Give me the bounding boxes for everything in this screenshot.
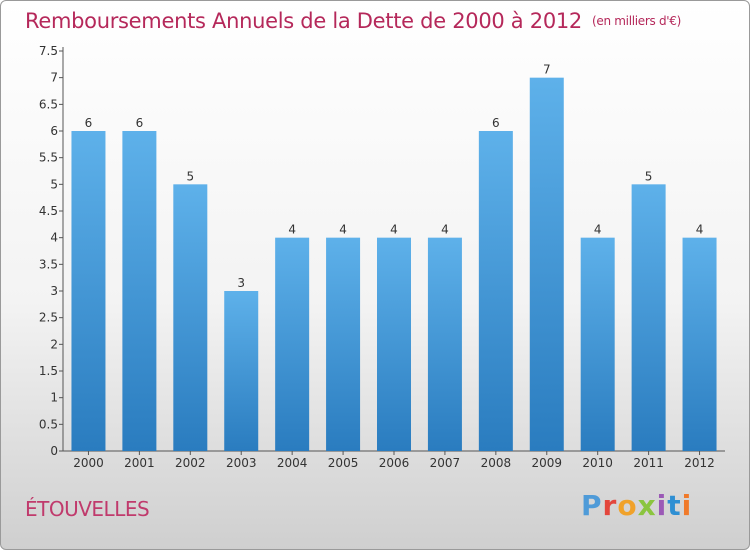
y-tick-label: 2.5 <box>39 311 58 325</box>
chart-title-text: Remboursements Annuels de la Dette de 20… <box>25 9 582 33</box>
y-tick-label: 1.5 <box>39 364 58 378</box>
y-tick-label: 1 <box>50 391 58 405</box>
y-tick-label: 4 <box>50 231 58 245</box>
commune-name: ÉTOUVELLES <box>25 497 150 521</box>
y-tick-label: 5 <box>50 177 58 191</box>
bar-2006 <box>377 237 411 451</box>
x-tick-label-2004: 2004 <box>277 456 308 470</box>
logo-letter: P <box>581 489 603 522</box>
data-label-2011: 5 <box>645 169 653 183</box>
bar-2003 <box>224 291 259 451</box>
y-tick-label: 7.5 <box>39 44 58 58</box>
y-tick-label: 6.5 <box>39 97 58 111</box>
data-label-2003: 3 <box>237 276 245 290</box>
data-label-2001: 6 <box>136 116 144 130</box>
x-tick-label-2011: 2011 <box>633 456 664 470</box>
y-tick-label: 5.5 <box>39 151 58 165</box>
data-label-2002: 5 <box>186 169 194 183</box>
x-tick-label-2006: 2006 <box>379 456 410 470</box>
x-tick-label-2010: 2010 <box>582 456 613 470</box>
y-tick-label: 4.5 <box>39 204 58 218</box>
x-tick-label-2001: 2001 <box>124 456 155 470</box>
bar-2002 <box>173 184 208 452</box>
bar-2008 <box>478 131 513 451</box>
x-tick-label-2009: 2009 <box>531 456 562 470</box>
x-tick-label-2002: 2002 <box>175 456 206 470</box>
x-tick-label-2007: 2007 <box>430 456 461 470</box>
y-tick-label: 2 <box>50 337 58 351</box>
bar-2005 <box>326 237 361 451</box>
logo-letter: i <box>656 489 668 522</box>
chart-title: Remboursements Annuels de la Dette de 20… <box>25 9 681 33</box>
x-tick-label-2005: 2005 <box>328 456 359 470</box>
data-label-2006: 4 <box>390 223 398 237</box>
bar-2000 <box>71 131 106 451</box>
y-tick-label: 6 <box>50 124 58 138</box>
chart-unit-note: (en milliers d'€) <box>592 14 682 28</box>
data-label-2008: 6 <box>492 116 500 130</box>
bar-2001 <box>122 131 157 451</box>
logo-letter: x <box>637 489 657 522</box>
logo-letter: r <box>602 489 618 522</box>
y-tick-label: 0.5 <box>39 417 58 431</box>
logo-letter: i <box>681 489 693 522</box>
x-tick-label-2012: 2012 <box>684 456 715 470</box>
bar-2012 <box>682 237 717 451</box>
data-label-2012: 4 <box>696 223 704 237</box>
y-tick-label: 3 <box>50 284 58 298</box>
x-tick-label-2003: 2003 <box>226 456 257 470</box>
bar-2010 <box>580 237 615 451</box>
bar-2004 <box>275 237 310 451</box>
data-label-2009: 7 <box>543 63 551 77</box>
data-label-2010: 4 <box>594 223 602 237</box>
x-tick-label-2008: 2008 <box>481 456 512 470</box>
x-tick-label-2000: 2000 <box>73 456 104 470</box>
y-tick-label: 0 <box>50 444 58 458</box>
y-tick-label: 7 <box>50 71 58 85</box>
proxiti-logo: Proxiti <box>581 489 692 522</box>
data-label-2004: 4 <box>288 223 296 237</box>
y-tick-label: 3.5 <box>39 257 58 271</box>
data-label-2000: 6 <box>85 116 93 130</box>
bar-2009 <box>529 77 564 452</box>
bar-2007 <box>427 237 462 451</box>
bar-2011 <box>631 184 666 452</box>
logo-letter: t <box>667 489 682 522</box>
logo-letter: o <box>617 489 638 522</box>
data-label-2007: 4 <box>441 223 449 237</box>
data-label-2005: 4 <box>339 223 347 237</box>
